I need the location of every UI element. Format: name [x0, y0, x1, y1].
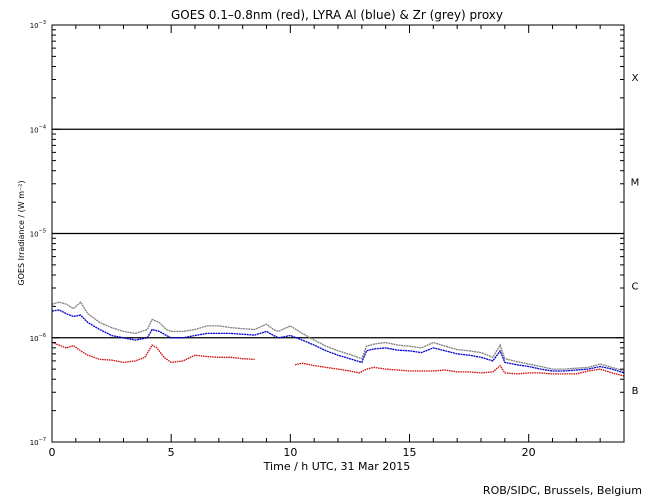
series-line-2: [51, 301, 625, 372]
flare-class-label-b: B: [632, 386, 639, 397]
flare-class-label-c: C: [632, 282, 639, 293]
x-tick-label: 20: [522, 446, 536, 459]
y-tick-label: 10−5: [30, 229, 46, 239]
series-layer: [51, 301, 625, 377]
x-tick-label: 15: [403, 446, 417, 459]
x-tick-label: 5: [168, 446, 175, 459]
y-axis-label: GOES Irradiance / (W m⁻²): [17, 180, 26, 285]
flare-class-grid: [52, 128, 624, 339]
y-tick-label: 10−6: [30, 333, 46, 343]
y-tick-label: 10−3: [30, 20, 46, 30]
flare-class-label-x: X: [632, 73, 639, 84]
axes: X M C B 10−7 10−6 10−5 10−4 10−3 0 5 10 15 20: [30, 20, 640, 459]
flare-class-label-m: M: [631, 177, 640, 188]
y-tick-label: 10−7: [30, 437, 46, 447]
series-line-1: [51, 309, 625, 374]
series-line-0: [51, 341, 625, 377]
y-tick-label: 10−4: [30, 124, 46, 134]
x-tick-label: 10: [283, 446, 297, 459]
x-axis-label: Time / h UTC, 31 Mar 2015: [263, 460, 411, 473]
x-tick-label: 0: [49, 446, 56, 459]
credit-text: ROB/SIDC, Brussels, Belgium: [483, 484, 642, 497]
chart-title: GOES 0.1–0.8nm (red), LYRA Al (blue) & Z…: [171, 8, 503, 22]
